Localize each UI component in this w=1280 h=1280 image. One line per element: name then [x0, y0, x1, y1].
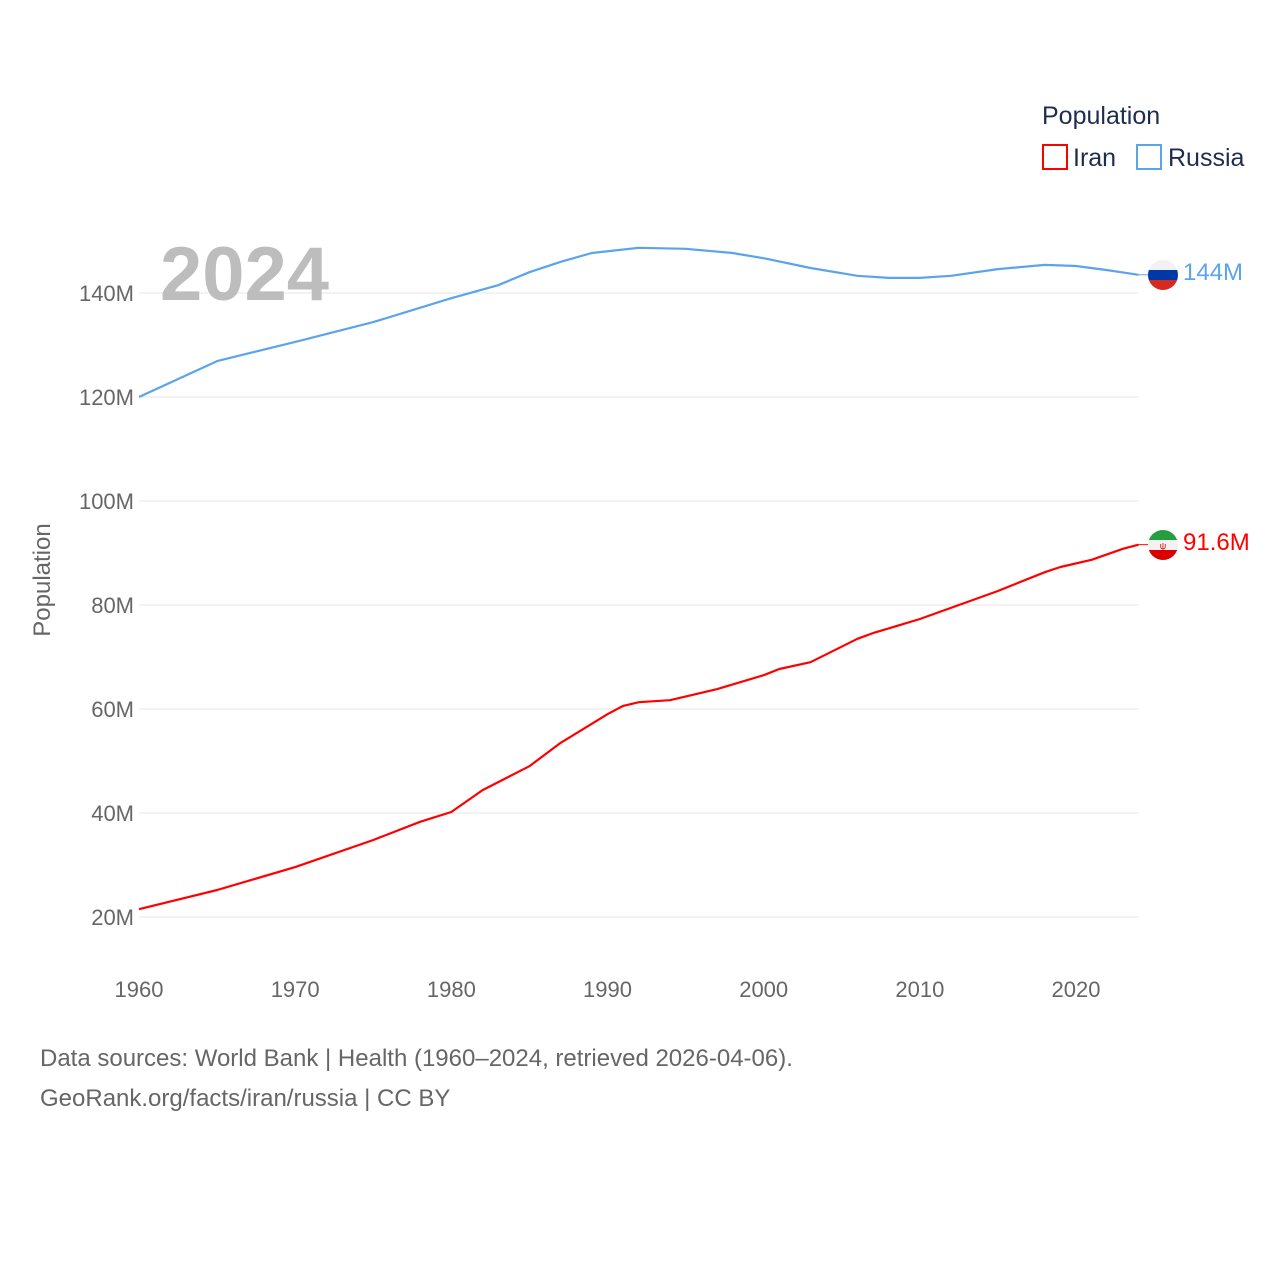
- x-tick-label: 1990: [583, 977, 632, 1002]
- y-tick-label: 20M: [91, 905, 134, 930]
- x-axis: 1960 1970 1980 1990 2000 2010 2020: [115, 977, 1101, 1002]
- legend-label-russia[interactable]: Russia: [1168, 144, 1245, 172]
- grid: [139, 292, 1139, 918]
- x-tick-label: 2020: [1052, 977, 1101, 1002]
- x-tick-label: 2010: [895, 977, 944, 1002]
- y-tick-label: 120M: [79, 385, 134, 410]
- data-source-text: Data sources: World Bank | Health (1960–…: [40, 1045, 793, 1072]
- series-line-russia: [138, 246, 1139, 398]
- x-tick-label: 1970: [271, 977, 320, 1002]
- legend-swatch-iran[interactable]: [1042, 144, 1068, 170]
- y-tick-label: 40M: [91, 801, 134, 826]
- russia-flag-icon: [1148, 260, 1178, 290]
- legend-label-iran[interactable]: Iran: [1073, 144, 1116, 172]
- y-axis: 20M 40M 60M 80M 100M 120M 140M: [79, 281, 134, 930]
- russia-end-label: 144M: [1183, 259, 1243, 286]
- y-tick-label: 60M: [91, 697, 134, 722]
- svg-text:ψ: ψ: [1160, 541, 1166, 551]
- x-tick-label: 2000: [739, 977, 788, 1002]
- y-axis-label: Population: [29, 523, 56, 636]
- y-tick-label: 80M: [91, 593, 134, 618]
- x-tick-label: 1980: [427, 977, 476, 1002]
- y-tick-label: 140M: [79, 281, 134, 306]
- y-tick-label: 100M: [79, 489, 134, 514]
- year-watermark: 2024: [160, 232, 329, 317]
- iran-flag-icon: ψ: [1148, 530, 1178, 560]
- series-line-iran: [138, 543, 1139, 911]
- x-tick-label: 1960: [115, 977, 164, 1002]
- attribution-link[interactable]: GeoRank.org/facts/iran/russia | CC BY: [40, 1085, 451, 1112]
- legend-swatch-russia[interactable]: [1136, 144, 1162, 170]
- iran-end-label: 91.6M: [1183, 529, 1250, 556]
- series-lines: [138, 246, 1148, 911]
- legend[interactable]: Population Iran Russia: [1042, 102, 1245, 172]
- legend-title: Population: [1042, 102, 1160, 130]
